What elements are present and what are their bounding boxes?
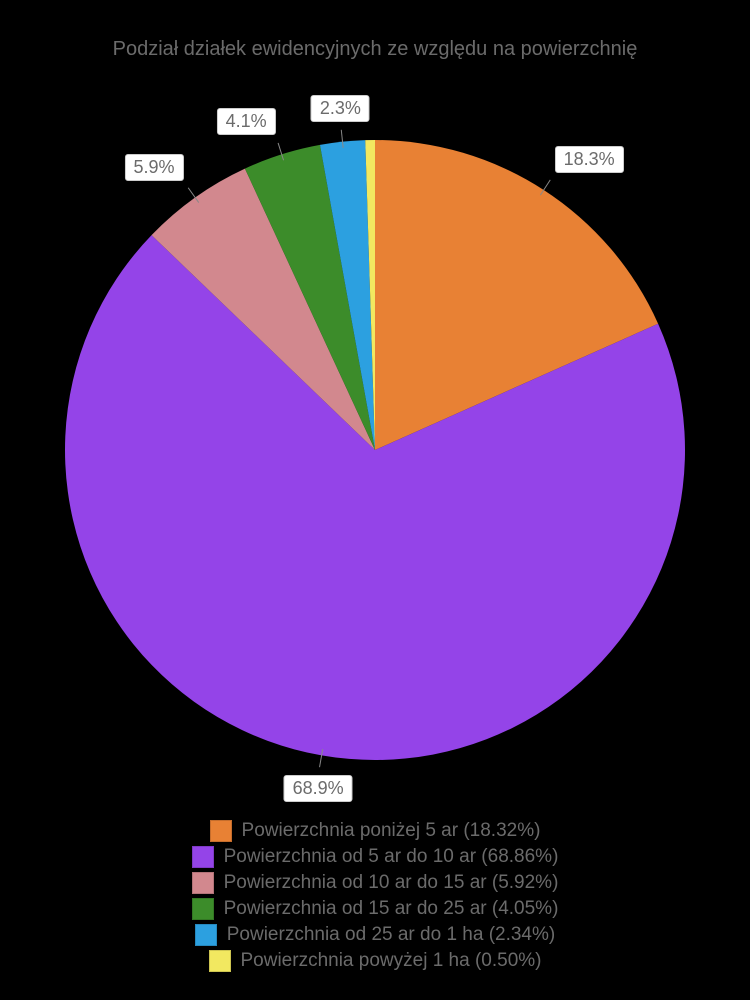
legend-label: Powierzchnia od 25 ar do 1 ha (2.34%) [227,924,555,946]
legend-label: Powierzchnia powyżej 1 ha (0.50%) [241,950,542,972]
chart-title: Podział działek ewidencyjnych ze względu… [0,38,750,61]
legend-swatch [210,820,232,842]
legend-item: Powierzchnia powyżej 1 ha (0.50%) [209,950,542,972]
legend-item: Powierzchnia od 10 ar do 15 ar (5.92%) [192,872,559,894]
legend-item: Powierzchnia od 15 ar do 25 ar (4.05%) [192,898,559,920]
slice-label: 68.9% [284,775,353,802]
legend-label: Powierzchnia od 5 ar do 10 ar (68.86%) [224,846,559,868]
legend-label: Powierzchnia poniżej 5 ar (18.32%) [242,820,541,842]
legend-item: Powierzchnia od 5 ar do 10 ar (68.86%) [192,846,559,868]
slice-label: 18.3% [555,146,624,173]
pie-chart-container: Podział działek ewidencyjnych ze względu… [0,0,750,1000]
legend-label: Powierzchnia od 15 ar do 25 ar (4.05%) [224,898,559,920]
legend-swatch [192,898,214,920]
slice-label: 2.3% [311,95,370,122]
legend-item: Powierzchnia od 25 ar do 1 ha (2.34%) [195,924,555,946]
legend: Powierzchnia poniżej 5 ar (18.32%) Powier… [0,820,750,972]
legend-swatch [209,950,231,972]
slice-label: 4.1% [217,108,276,135]
slice-label: 5.9% [125,154,184,181]
legend-swatch [195,924,217,946]
legend-swatch [192,846,214,868]
legend-swatch [192,872,214,894]
legend-label: Powierzchnia od 10 ar do 15 ar (5.92%) [224,872,559,894]
legend-item: Powierzchnia poniżej 5 ar (18.32%) [210,820,541,842]
